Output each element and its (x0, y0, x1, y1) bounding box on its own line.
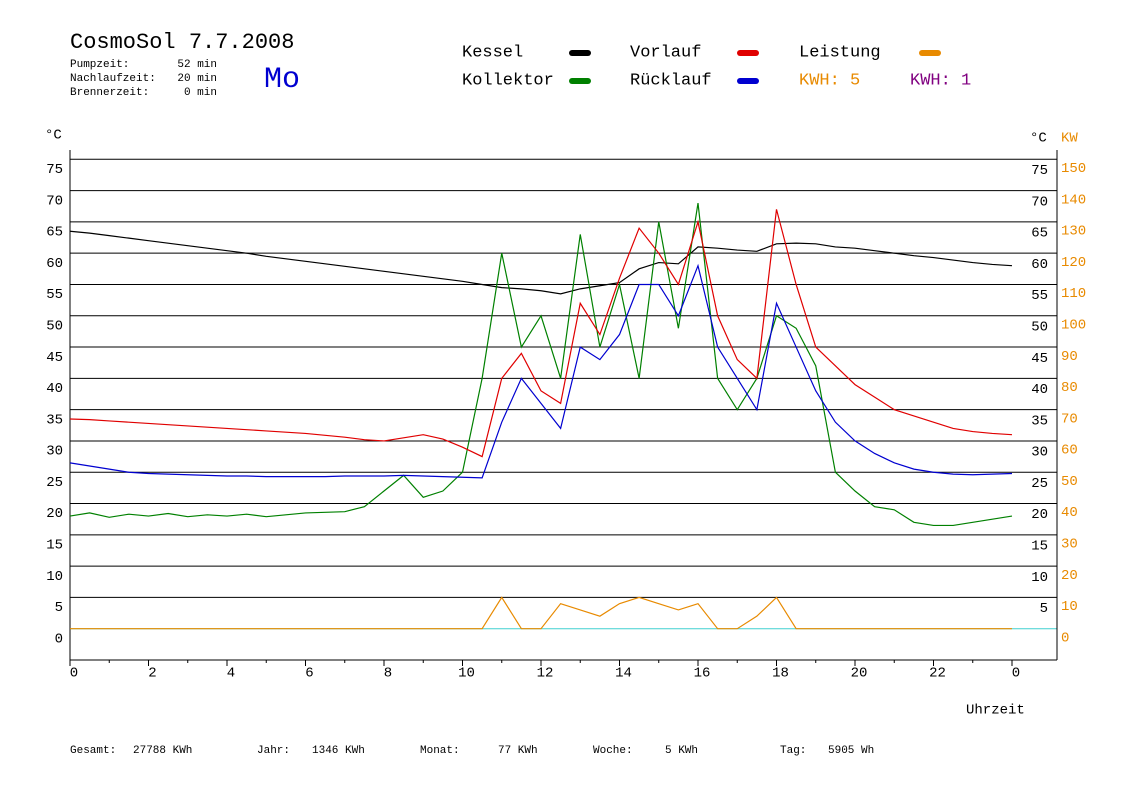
y2-tick-label: 50 (1061, 474, 1078, 490)
info-value: 0 min (184, 87, 217, 99)
y-tick-label: 35 (46, 412, 63, 428)
info-label: Nachlaufzeit: (70, 73, 156, 85)
x-tick-label: 22 (929, 666, 946, 682)
footer-label: Monat: (420, 745, 460, 757)
y-tick-label: 5 (55, 600, 63, 616)
y-tick-label: 10 (46, 569, 63, 585)
y2-tick-label: 100 (1061, 317, 1086, 333)
y-right-tick-label: 25 (1031, 476, 1048, 492)
footer-value: 5 KWh (665, 745, 698, 757)
y-tick-label: 0 (55, 631, 63, 647)
footer-label: Woche: (593, 745, 633, 757)
y2-tick-label: 90 (1061, 349, 1078, 365)
info-label: Brennerzeit: (70, 87, 149, 99)
x-tick-label: 8 (384, 666, 392, 682)
footer-value: 1346 KWh (312, 745, 365, 757)
y-tick-label: 15 (46, 538, 63, 554)
info-label: Pumpzeit: (70, 59, 129, 71)
y2-tick-label: 80 (1061, 380, 1078, 396)
x-tick-label: 14 (615, 666, 632, 682)
y-tick-label: 55 (46, 287, 63, 303)
y-right-tick-label: 55 (1031, 288, 1048, 304)
y-right-tick-label: 45 (1031, 351, 1048, 367)
info-value: 52 min (177, 59, 217, 71)
x-axis-label: Uhrzeit (966, 703, 1025, 719)
y-right-tick-label: 60 (1031, 257, 1048, 273)
y-tick-label: 30 (46, 444, 63, 460)
footer-label: Tag: (780, 745, 806, 757)
series-line (69, 209, 1013, 458)
y-right-tick-label: 35 (1031, 413, 1048, 429)
footer-label: Jahr: (257, 745, 290, 757)
x-tick-label: 10 (458, 666, 475, 682)
y2-tick-label: 0 (1061, 630, 1069, 646)
footer-value: 5905 Wh (828, 745, 874, 757)
y2-tick-label: 10 (1061, 599, 1078, 615)
y-right-tick-label: 20 (1031, 507, 1048, 523)
y-right-tick-label: 40 (1031, 382, 1048, 398)
y2-axis-label: KW (1061, 131, 1078, 147)
x-tick-label: 20 (851, 666, 868, 682)
legend-label: Vorlauf (630, 43, 701, 62)
x-tick-label: 16 (694, 666, 711, 682)
y-tick-label: 40 (46, 381, 63, 397)
y-tick-label: 75 (46, 162, 63, 178)
footer-label: Gesamt: (70, 745, 116, 757)
x-tick-label: 0 (70, 666, 78, 682)
y-tick-label: 65 (46, 225, 63, 241)
legend-label: Kollektor (462, 71, 554, 90)
x-tick-label: 18 (772, 666, 789, 682)
y-tick-label: 50 (46, 318, 63, 334)
y-tick-label: 70 (46, 193, 63, 209)
y-right-tick-label: 75 (1031, 163, 1048, 179)
x-tick-label: 2 (148, 666, 156, 682)
chart-title: CosmoSol 7.7.2008 (70, 30, 294, 55)
y-right-tick-label: 10 (1031, 570, 1048, 586)
y2-tick-label: 40 (1061, 505, 1078, 521)
series-line (69, 203, 1013, 527)
series-line (69, 230, 1013, 295)
series-line (70, 596, 1012, 630)
x-tick-label: 0 (1012, 666, 1020, 682)
y2-tick-label: 120 (1061, 255, 1086, 271)
y-tick-label: 25 (46, 475, 63, 491)
y-axis-label: °C (45, 128, 62, 144)
y2-tick-label: 70 (1061, 411, 1078, 427)
legend-label: Leistung (799, 43, 881, 62)
y-axis-label-right: °C (1030, 131, 1047, 147)
legend-label: Rücklauf (630, 71, 712, 90)
kwh-label: KWH: 5 (799, 71, 860, 90)
y-right-tick-label: 50 (1031, 319, 1048, 335)
kwh-label: KWH: 1 (910, 71, 971, 90)
legend-label: Kessel (462, 43, 523, 62)
series-line (69, 263, 1013, 479)
y2-tick-label: 60 (1061, 443, 1078, 459)
y-right-tick-label: 70 (1031, 194, 1048, 210)
y2-tick-label: 30 (1061, 537, 1078, 553)
y-tick-label: 20 (46, 506, 63, 522)
x-tick-label: 12 (537, 666, 554, 682)
y2-tick-label: 150 (1061, 161, 1086, 177)
y2-tick-label: 110 (1061, 286, 1086, 302)
y2-tick-label: 140 (1061, 192, 1086, 208)
y2-tick-label: 130 (1061, 224, 1086, 240)
x-tick-label: 6 (305, 666, 313, 682)
footer-value: 77 KWh (498, 745, 538, 757)
info-value: 20 min (177, 73, 217, 85)
y2-tick-label: 20 (1061, 568, 1078, 584)
day-label: Mo (264, 63, 300, 97)
x-tick-label: 4 (227, 666, 235, 682)
y-right-tick-label: 15 (1031, 539, 1048, 555)
y-tick-label: 45 (46, 350, 63, 366)
y-right-tick-label: 5 (1040, 601, 1048, 617)
y-tick-label: 60 (46, 256, 63, 272)
y-right-tick-label: 30 (1031, 445, 1048, 461)
y-right-tick-label: 65 (1031, 226, 1048, 242)
footer-value: 27788 KWh (133, 745, 192, 757)
